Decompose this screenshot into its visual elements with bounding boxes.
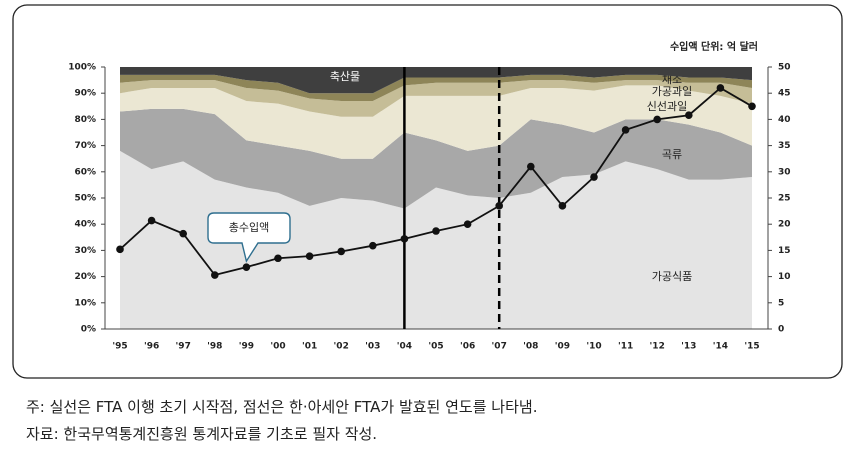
y-tick-label: 70%	[74, 141, 96, 151]
x-tick-label: '04	[397, 342, 412, 352]
area-series	[120, 150, 752, 329]
x-tick-label: '06	[460, 342, 475, 352]
x-tick-label: '15	[744, 342, 759, 352]
x-tick-label: '00	[270, 342, 285, 352]
y-tick-label: 50%	[74, 194, 96, 204]
y2-tick-label: 15	[778, 246, 791, 256]
x-tick-label: '03	[365, 342, 380, 352]
x-tick-label: '95	[112, 342, 127, 352]
line-point	[369, 241, 377, 250]
line-point	[116, 245, 124, 254]
series-label: 가공과일	[652, 84, 692, 98]
x-tick-label: '09	[555, 342, 570, 352]
source-note: 자료: 한국무역통계진흥원 통계자료를 기초로 필자 작성.	[26, 425, 378, 443]
line-point	[211, 271, 219, 279]
line-point	[716, 84, 725, 92]
line-point	[685, 111, 693, 120]
series-label: 가공식품	[652, 270, 692, 283]
line-point	[305, 252, 314, 260]
y-tick-label: 20%	[74, 272, 96, 282]
y2-tick-label: 50	[778, 63, 791, 73]
y2-tick-label: 20	[778, 220, 791, 230]
chart: 수입액 단위: 억 달러 가공식품곡류신선과일가공과일채소축산물0%10%20%…	[12, 4, 843, 379]
line-point	[621, 126, 630, 134]
y2-tick-label: 45	[778, 89, 791, 99]
x-tick-label: '07	[492, 342, 507, 352]
y2-tick-label: 35	[778, 141, 791, 151]
series-label: 총수입액	[229, 221, 269, 234]
line-point	[653, 115, 661, 124]
y-tick-label: 0%	[81, 325, 96, 335]
area-series	[120, 80, 752, 117]
y2-tick-label: 25	[778, 194, 791, 204]
line-point	[432, 227, 440, 235]
area-series	[120, 85, 752, 159]
y-tick-label: 10%	[74, 298, 96, 308]
y-tick-label: 90%	[74, 89, 96, 99]
line-point	[590, 173, 598, 181]
x-tick-label: '11	[618, 342, 633, 352]
y-tick-label: 30%	[74, 246, 96, 256]
line-point	[400, 235, 409, 243]
y2-tick-label: 0	[778, 325, 784, 335]
line-point	[495, 202, 504, 210]
x-tick-label: '13	[681, 342, 696, 352]
x-tick-label: '01	[302, 342, 317, 352]
line-point	[527, 162, 535, 171]
x-tick-label: '05	[428, 342, 443, 352]
line-point	[179, 229, 187, 238]
y2-tick-label: 10	[778, 272, 791, 282]
line-point	[147, 216, 156, 225]
y2-tick-label: 5	[778, 298, 784, 308]
line-point	[748, 102, 756, 111]
x-tick-label: '99	[239, 342, 254, 352]
x-tick-label: '98	[207, 342, 222, 352]
series-label: 축산물	[330, 70, 360, 83]
x-tick-label: '97	[176, 342, 191, 352]
area-series	[120, 108, 752, 209]
area-series	[120, 67, 752, 94]
y-tick-label: 60%	[74, 167, 96, 177]
line-point	[242, 263, 251, 271]
line-point	[274, 254, 282, 263]
line-point	[463, 220, 472, 228]
y-tick-label: 40%	[74, 220, 96, 230]
y-tick-label: 80%	[74, 115, 96, 125]
series-label: 신선과일	[647, 99, 687, 113]
y-tick-label: 100%	[68, 63, 96, 73]
line-point	[337, 247, 346, 256]
area-series	[120, 74, 752, 102]
footnote: 주: 실선은 FTA 이행 초기 시작점, 점선은 한·아세안 FTA가 발효된…	[26, 398, 538, 416]
x-tick-label: '10	[586, 342, 601, 352]
x-tick-label: '02	[334, 342, 349, 352]
y2-axis-label: 수입액 단위: 억 달러	[670, 40, 758, 53]
x-tick-label: '96	[144, 342, 159, 352]
series-label: 곡류	[662, 148, 682, 161]
x-tick-label: '08	[523, 342, 538, 352]
y2-tick-label: 30	[778, 167, 791, 177]
x-tick-label: '14	[713, 342, 728, 352]
y2-tick-label: 40	[778, 115, 791, 125]
line-point	[558, 202, 567, 210]
callout	[207, 212, 291, 263]
x-tick-label: '12	[650, 342, 665, 352]
